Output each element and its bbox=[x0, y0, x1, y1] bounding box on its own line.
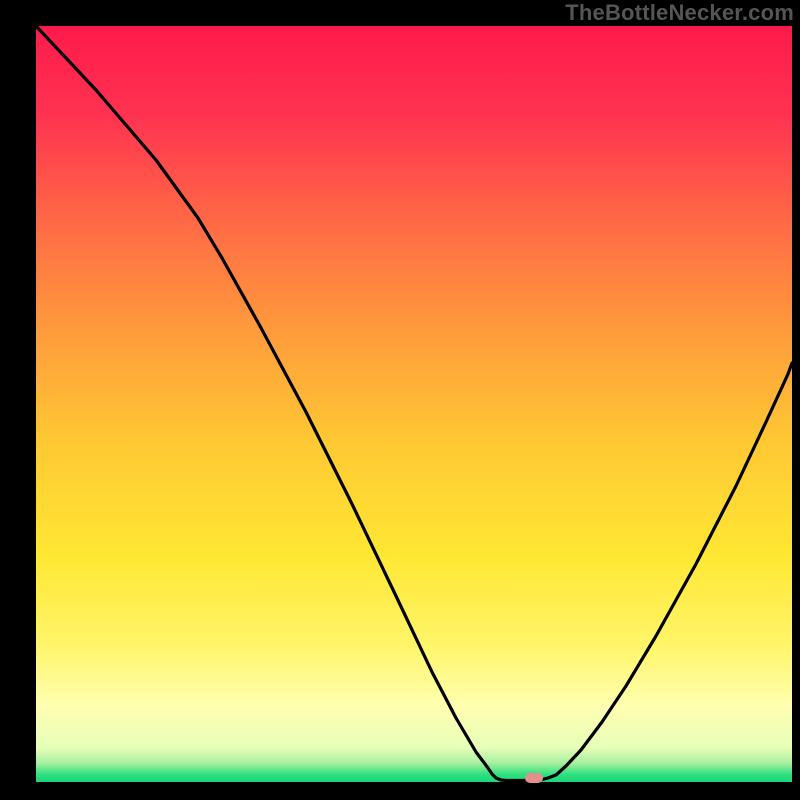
optimum-marker bbox=[525, 773, 543, 783]
bottleneck-curve bbox=[36, 26, 792, 782]
chart-frame: TheBottleNecker.com bbox=[0, 0, 800, 800]
plot-area bbox=[36, 26, 792, 782]
watermark-text: TheBottleNecker.com bbox=[565, 0, 794, 26]
